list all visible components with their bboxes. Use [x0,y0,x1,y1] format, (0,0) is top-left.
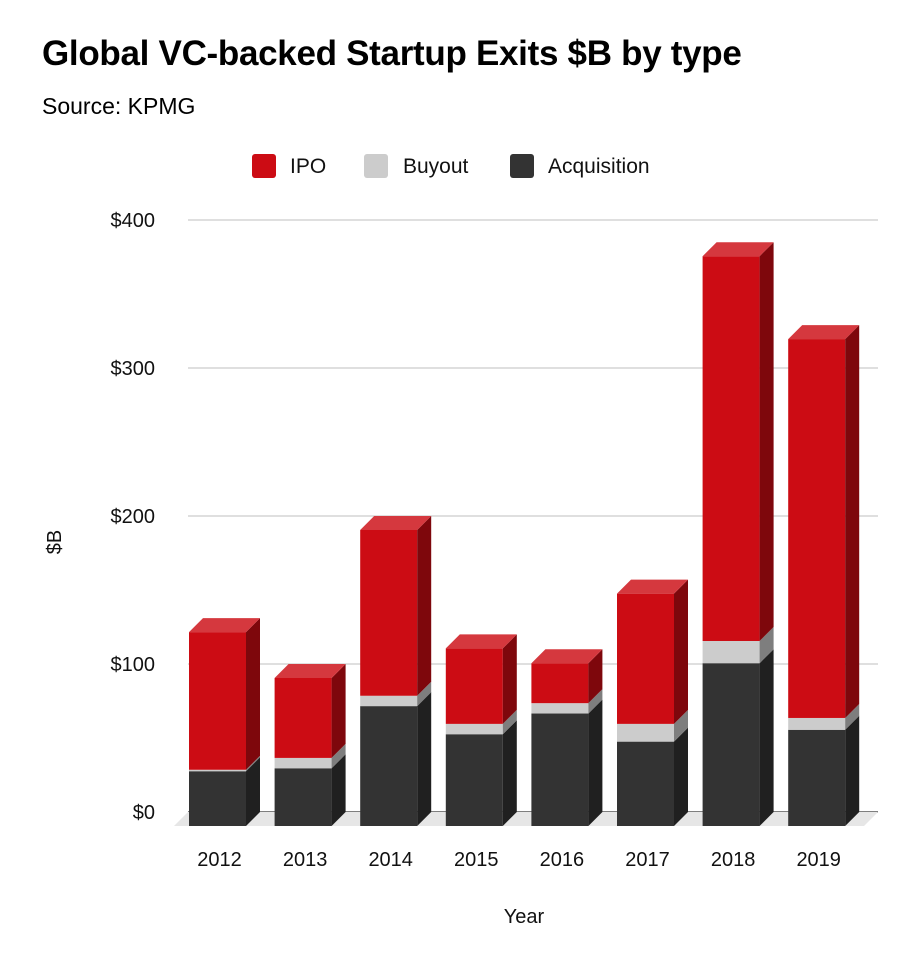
bar-stack-2013 [274,664,346,826]
y-tick-label: $400 [111,210,156,232]
bar-top-2017 [617,579,688,594]
bar-ipo-2012 [189,632,246,770]
bar-side-acquisition-2012 [246,757,260,826]
bar-buyout-2016 [531,703,589,714]
bar-stack-2014 [360,516,432,826]
bar-side-ipo-2016 [588,649,603,704]
legend-swatch-acquisition [510,154,534,178]
bar-acquisition-2013 [274,768,332,826]
bar-stack-2019 [788,325,860,826]
bar-acquisition-2015 [445,734,503,826]
legend-swatch-ipo [252,154,276,178]
bar-side-buyout-2013 [331,743,346,769]
x-tick-label: 2012 [197,849,242,871]
x-tick-label: 2017 [625,849,670,871]
chart-floor [174,812,878,826]
bar-acquisition-2014 [360,706,418,826]
bar-buyout-2015 [445,723,503,735]
bar-stack-2017 [617,579,688,826]
x-tick-label: 2015 [454,849,499,871]
bar-buyout-2017 [617,723,674,742]
bar-side-acquisition-2013 [331,754,346,826]
bar-side-ipo-2012 [246,618,260,770]
chart-bars [189,242,860,826]
bar-acquisition-2017 [617,741,674,826]
bar-ipo-2016 [531,663,589,704]
bar-side-acquisition-2017 [674,727,688,826]
y-axis-ticks: $0 $100 $200 $300 $400 [111,210,156,824]
chart-subtitle: Source: KPMG [42,93,196,119]
bar-side-buyout-2014 [417,681,432,707]
x-tick-label: 2018 [711,849,756,871]
bar-side-acquisition-2015 [502,720,517,826]
x-axis-label: Year [504,906,545,928]
bar-side-acquisition-2014 [417,692,432,826]
bar-ipo-2014 [360,530,418,696]
bar-ipo-2015 [445,648,503,724]
bar-acquisition-2012 [189,771,246,826]
bar-side-buyout-2019 [845,703,860,730]
bar-acquisition-2018 [702,663,760,826]
bar-stack-2012 [189,618,260,826]
bar-ipo-2019 [788,339,846,718]
bar-top-2018 [702,242,774,257]
y-tick-label: $200 [111,506,156,528]
bar-buyout-2013 [274,757,332,769]
x-tick-label: 2014 [368,849,413,871]
bar-stack-2018 [702,242,774,826]
bar-buyout-2018 [702,641,760,664]
bar-side-acquisition-2016 [588,699,603,826]
bar-buyout-2019 [788,717,846,730]
bar-acquisition-2016 [531,713,589,826]
bar-side-ipo-2018 [759,242,774,641]
bar-top-2016 [531,649,603,664]
y-tick-label: $100 [111,654,156,676]
bar-top-2019 [788,325,860,340]
chart-legend: IPO Buyout Acquisition [252,154,650,178]
bar-side-buyout-2016 [588,689,603,714]
x-tick-label: 2013 [283,849,328,871]
bar-stack-2016 [531,649,603,826]
bar-side-ipo-2017 [674,579,688,724]
bar-side-buyout-2012 [246,755,260,772]
bar-ipo-2018 [702,256,760,641]
legend-swatch-buyout [364,154,388,178]
bar-top-2015 [445,634,517,649]
bar-stack-2015 [445,634,517,826]
x-tick-label: 2016 [540,849,585,871]
bar-side-acquisition-2018 [759,649,774,826]
bar-buyout-2012 [189,769,246,772]
bar-side-acquisition-2019 [845,715,860,826]
bar-side-ipo-2015 [502,634,517,724]
bar-top-2014 [360,516,432,530]
x-axis-ticks: 2012 2013 2014 2015 2016 2017 2018 2019 [197,849,841,871]
x-tick-label: 2019 [796,849,841,871]
bar-ipo-2013 [274,678,332,758]
bar-side-ipo-2014 [417,516,432,696]
chart-floor-plane [174,812,878,826]
bar-ipo-2017 [617,593,674,724]
y-tick-label: $300 [111,358,156,380]
bar-side-buyout-2018 [759,627,774,664]
y-axis-label: $B [44,530,66,554]
legend-label-ipo: IPO [290,155,326,178]
bar-side-buyout-2015 [502,709,517,735]
bar-top-2012 [189,618,260,633]
chart-title: Global VC-backed Startup Exits $B by typ… [42,34,742,73]
y-tick-label: $0 [133,802,155,824]
bar-side-ipo-2013 [331,664,346,758]
bar-acquisition-2019 [788,729,846,826]
bar-side-buyout-2017 [674,709,688,742]
legend-label-buyout: Buyout [403,155,469,178]
legend-label-acquisition: Acquisition [548,155,650,178]
bar-buyout-2014 [360,695,418,707]
bar-top-2013 [274,664,346,678]
bar-side-ipo-2019 [845,325,860,718]
